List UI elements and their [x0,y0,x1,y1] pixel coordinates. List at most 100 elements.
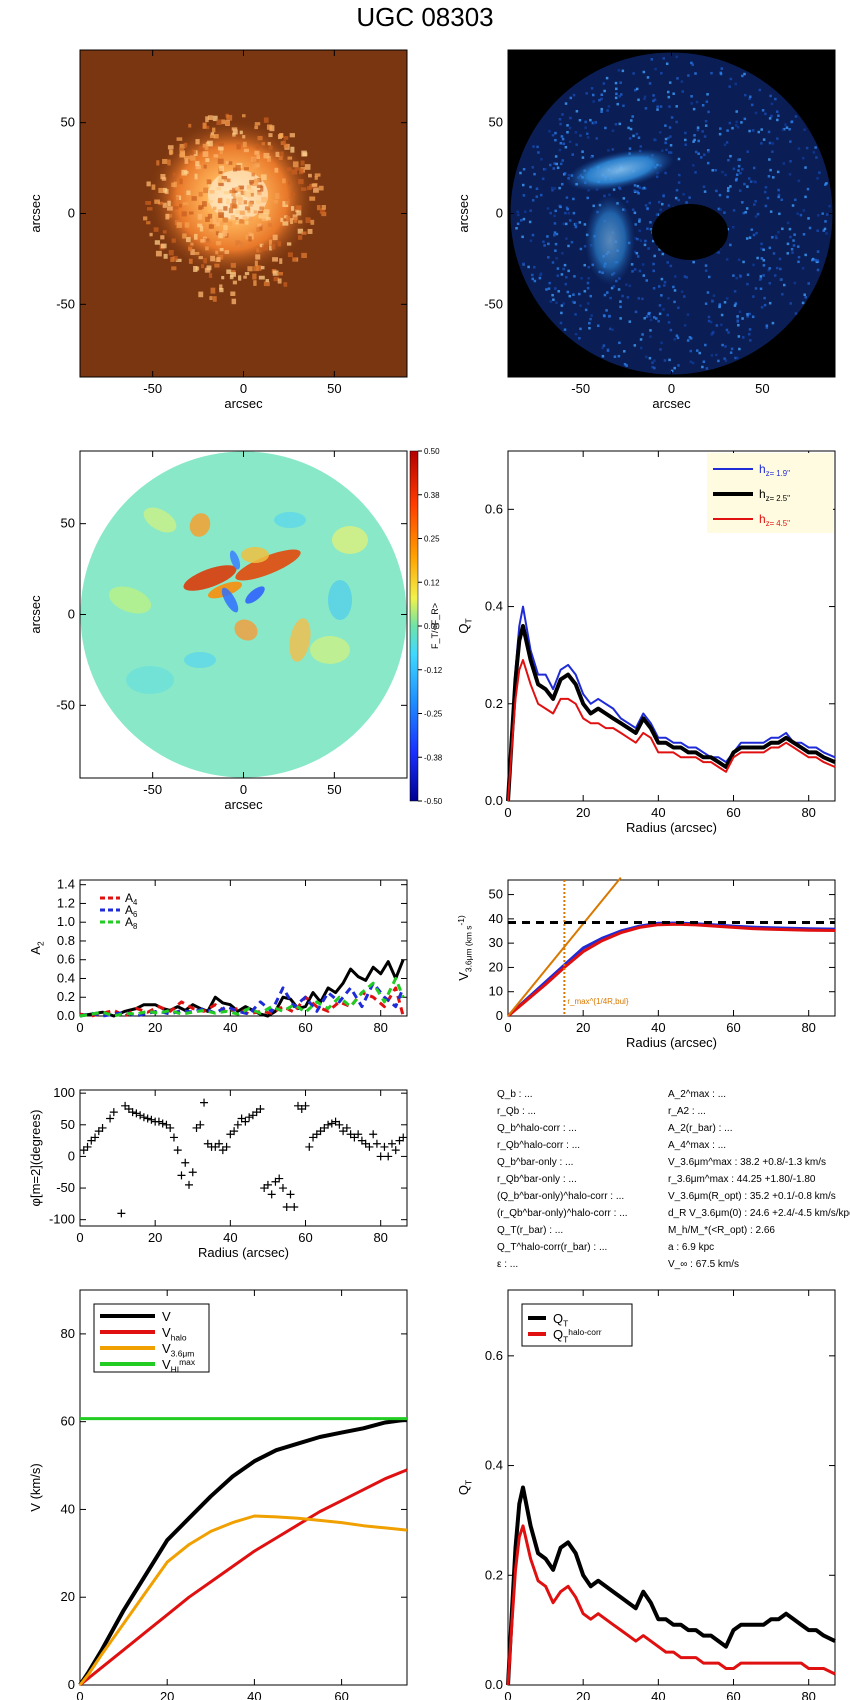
texture-pixel [769,168,772,172]
texture-pixel [226,114,233,121]
texture-pixel [739,171,742,175]
texture-pixel [767,130,771,134]
texture-pixel [729,154,732,158]
texture-pixel [543,244,546,247]
texture-pixel [723,211,726,214]
y-tick-label: 0.0 [485,1677,503,1692]
texture-pixel [253,178,260,183]
x-tick-label: -50 [571,381,590,396]
texture-pixel [235,217,239,223]
texture-pixel [626,296,630,299]
texture-pixel [776,118,779,122]
texture-pixel [145,200,152,205]
texture-pixel [794,115,798,118]
legend-label: V [162,1309,171,1324]
texture-pixel [692,107,696,111]
y-tick-label: 0 [68,1677,75,1692]
texture-pixel [683,324,687,327]
axes-frame [507,1289,836,1686]
texture-pixel [592,204,595,208]
texture-pixel [632,72,635,75]
texture-pixel [653,98,657,101]
texture-pixel [215,231,220,236]
texture-pixel [218,145,224,151]
texture-pixel [259,206,264,210]
panel-rotation-decomposition: 0204060020406080Radius (arcsec)V (km/s)V… [28,1289,408,1700]
texture-pixel [212,219,217,224]
texture-pixel [263,117,269,123]
texture-pixel [578,221,582,224]
texture-pixel [718,303,722,306]
texture-pixel [694,150,698,154]
texture-pixel [157,201,164,205]
texture-pixel [583,244,587,248]
texture-pixel [217,209,223,216]
y-axis-label: φ[m=2](degrees) [28,1110,43,1207]
texture-pixel [821,212,824,215]
x-tick-label: 40 [223,1020,237,1035]
texture-pixel [287,156,293,160]
texture-pixel [652,262,655,266]
texture-pixel [630,119,633,122]
texture-pixel [704,124,708,127]
x-axis-label: arcsec [224,396,263,411]
data-point [147,1115,156,1124]
texture-pixel [658,312,662,316]
y-tick-label: 0.2 [57,989,75,1004]
parameter-right: r_A2 : ... [668,1106,706,1117]
texture-pixel [604,126,607,130]
texture-pixel [706,161,710,165]
y-tick-label: 0 [496,1008,503,1023]
texture-pixel [666,261,669,264]
rmax-annotation: r_max^{1/4R,bul} [567,997,628,1006]
residual-arm [585,195,635,285]
map-feature [245,586,265,604]
texture-pixel [589,118,592,122]
y-tick-label: 50 [61,115,75,130]
texture-pixel [818,171,821,174]
texture-pixel [660,202,664,206]
texture-pixel [768,301,772,305]
texture-pixel [612,188,616,191]
texture-pixel [223,206,228,211]
texture-pixel [179,150,186,156]
texture-pixel [693,134,696,137]
texture-pixel [646,207,649,210]
texture-pixel [188,123,192,128]
data-point [106,1114,115,1123]
texture-pixel [563,172,567,175]
figure-title: UGC 08303 [356,2,493,32]
texture-pixel [205,116,209,123]
texture-pixel [212,296,217,302]
texture-pixel [547,287,551,290]
texture-pixel [298,220,303,224]
texture-pixel [644,107,648,110]
texture-pixel [567,269,570,273]
texture-pixel [601,346,604,350]
texture-pixel [754,215,758,218]
data-point [324,1120,333,1129]
data-point [327,1119,336,1128]
texture-pixel [589,294,592,298]
texture-pixel [549,211,552,215]
texture-pixel [539,272,543,276]
texture-pixel [793,281,797,285]
texture-pixel [565,206,569,210]
texture-pixel [606,291,609,294]
texture-pixel [232,129,238,135]
texture-pixel [554,209,557,213]
texture-pixel [704,119,708,123]
texture-pixel [258,212,264,219]
texture-pixel [718,132,722,136]
legend-label: A6 [125,903,137,919]
data-point [158,1119,167,1128]
texture-pixel [611,328,614,331]
texture-pixel [255,144,260,149]
texture-pixel [720,313,724,317]
texture-pixel [529,185,532,189]
texture-pixel [728,121,732,125]
texture-pixel [747,177,751,180]
data-point [200,1098,209,1107]
texture-pixel [162,202,167,208]
texture-pixel [194,233,198,240]
